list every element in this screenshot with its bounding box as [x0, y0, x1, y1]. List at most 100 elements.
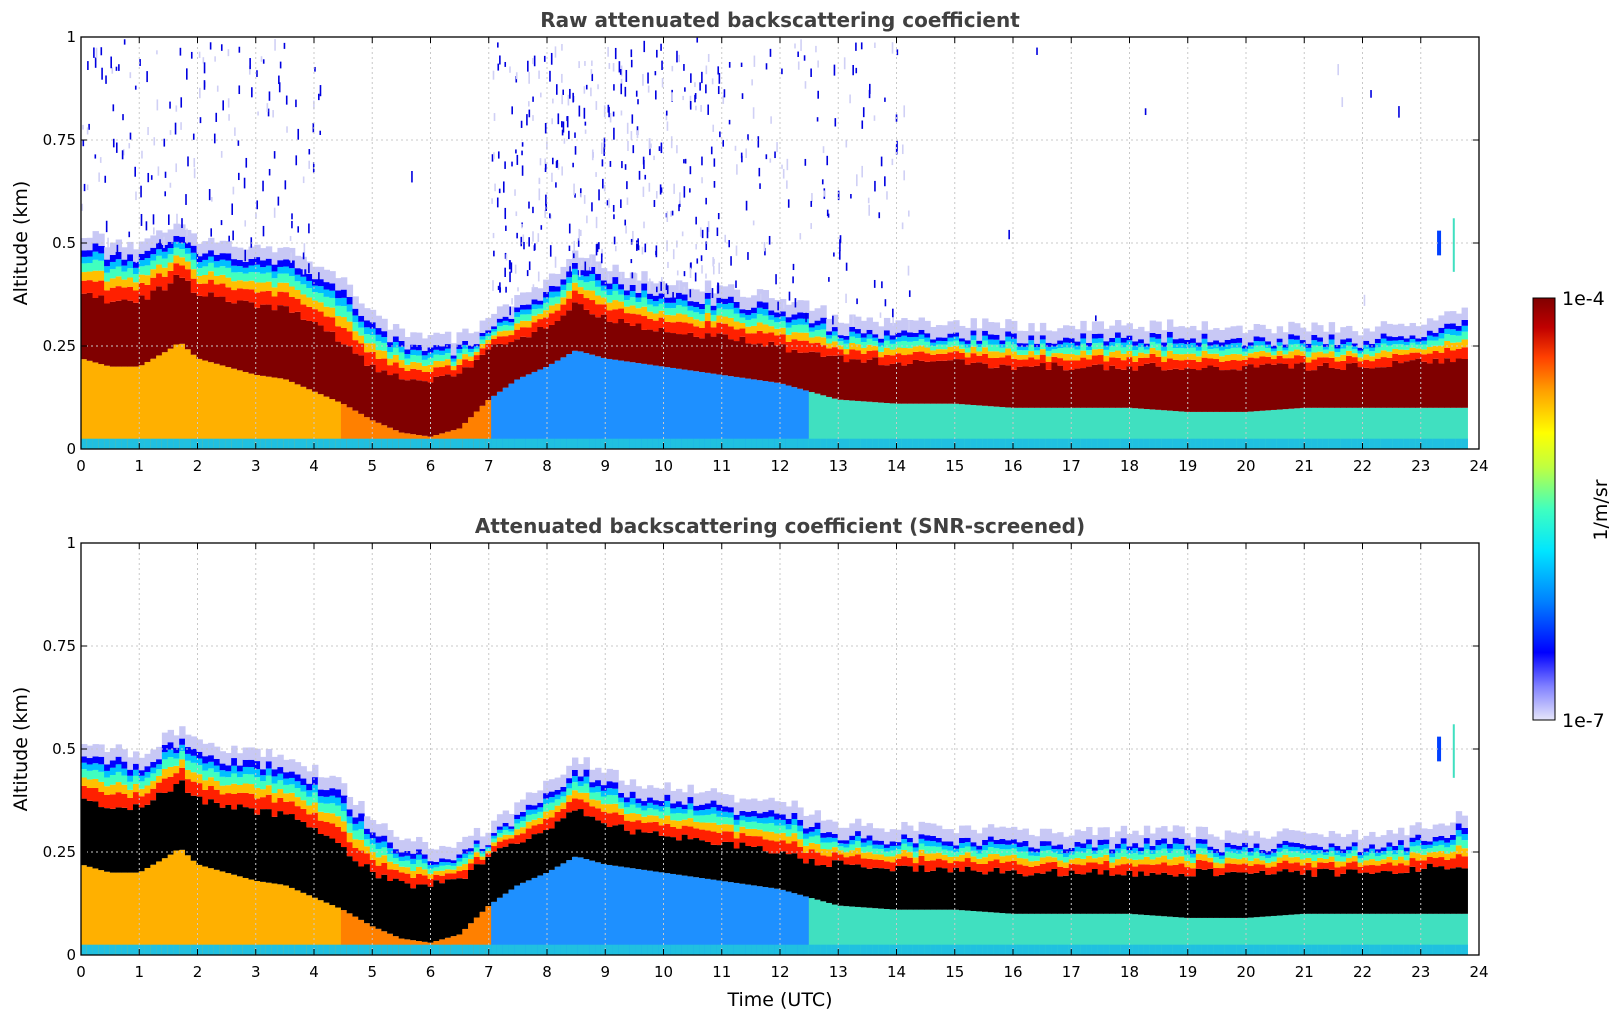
heatmap-cell — [861, 333, 867, 337]
noise-speck — [620, 84, 622, 95]
heatmap-cell — [497, 814, 503, 826]
heatmap-cell — [1231, 872, 1237, 918]
heatmap-cell — [491, 945, 497, 955]
heatmap-cell — [451, 362, 457, 366]
heatmap-cell — [156, 945, 162, 955]
heatmap-cell — [202, 260, 208, 266]
heatmap-cell — [1190, 854, 1196, 858]
heatmap-cell — [1225, 344, 1231, 349]
heatmap-cell — [110, 278, 116, 287]
heatmap-cell — [508, 844, 514, 890]
heatmap-cell — [1231, 339, 1237, 344]
heatmap-cell — [497, 326, 503, 331]
heatmap-cell — [676, 801, 682, 807]
noise-speck — [834, 65, 836, 76]
noise-speck — [736, 246, 738, 256]
heatmap-cell — [589, 314, 595, 354]
heatmap-cell — [566, 277, 572, 283]
heatmap-cell — [133, 792, 139, 804]
heatmap-cell — [301, 822, 307, 893]
heatmap-cell — [1271, 359, 1277, 365]
heatmap-cell — [1410, 348, 1416, 353]
heatmap-cell — [797, 839, 803, 847]
heatmap-cell — [249, 247, 255, 259]
heatmap-cell — [1340, 361, 1346, 370]
heatmap-cell — [462, 858, 468, 864]
heatmap-cell — [416, 855, 422, 860]
noise-speck — [805, 159, 807, 166]
heatmap-cell — [682, 805, 688, 810]
heatmap-cell — [1306, 849, 1312, 853]
heatmap-cell — [624, 945, 630, 955]
heatmap-cell — [994, 848, 1000, 854]
heatmap-cell — [514, 379, 520, 449]
heatmap-cell — [1086, 856, 1092, 863]
heatmap-cell — [751, 295, 757, 307]
noise-speck — [228, 49, 230, 56]
heatmap-cell — [751, 313, 757, 318]
heatmap-cell — [381, 875, 387, 932]
heatmap-cell — [884, 844, 890, 848]
heatmap-cell — [416, 874, 422, 885]
heatmap-cell — [532, 304, 538, 309]
heatmap-cell — [1103, 361, 1109, 370]
noise-speck — [1341, 97, 1343, 107]
heatmap-cell — [451, 866, 457, 870]
heatmap-cell — [711, 807, 717, 814]
heatmap-cell — [243, 281, 249, 289]
heatmap-cell — [953, 861, 959, 868]
heatmap-cell — [410, 439, 416, 449]
heatmap-cell — [1346, 342, 1352, 346]
heatmap-cell — [543, 793, 549, 799]
heatmap-cell — [329, 823, 335, 838]
heatmap-cell — [93, 763, 99, 770]
noise-speck — [613, 112, 615, 117]
heatmap-cell — [145, 786, 151, 794]
heatmap-cell — [711, 945, 717, 955]
heatmap-cell — [878, 828, 884, 840]
heatmap-cell — [751, 379, 757, 449]
heatmap-cell — [145, 868, 151, 955]
heatmap-cell — [1242, 864, 1248, 873]
heatmap-cell — [381, 319, 387, 331]
heatmap-cell — [295, 268, 301, 275]
heatmap-cell — [1069, 859, 1075, 864]
heatmap-cell — [543, 804, 549, 811]
heatmap-cell — [416, 356, 422, 363]
heatmap-cell — [699, 945, 705, 955]
heatmap-cell — [942, 345, 948, 350]
heatmap-cell — [1340, 327, 1346, 339]
heatmap-cell — [1069, 326, 1075, 338]
heatmap-cell — [237, 876, 243, 955]
heatmap-cell — [688, 876, 694, 955]
heatmap-cell — [699, 328, 705, 338]
heatmap-cell — [474, 360, 480, 412]
heatmap-cell — [202, 780, 208, 790]
heatmap-cell — [191, 246, 197, 253]
heatmap-cell — [272, 287, 278, 296]
heatmap-cell — [601, 773, 607, 785]
heatmap-cell — [191, 796, 197, 861]
heatmap-cell — [780, 825, 786, 832]
heatmap-cell — [1034, 873, 1040, 914]
heatmap-cell — [1242, 356, 1248, 360]
heatmap-cell — [352, 817, 358, 824]
heatmap-cell — [976, 328, 982, 340]
noise-speck — [601, 253, 603, 263]
heatmap-cell — [173, 224, 179, 236]
heatmap-cell — [745, 829, 751, 836]
heatmap-cell — [549, 364, 555, 449]
heatmap-cell — [1283, 855, 1289, 861]
heatmap-cell — [792, 853, 798, 893]
noise-speck — [135, 192, 137, 200]
heatmap-cell — [185, 945, 191, 955]
heatmap-cell — [647, 330, 653, 365]
heatmap-cell — [924, 321, 930, 333]
noise-speck — [584, 262, 586, 271]
heatmap-cell — [722, 309, 728, 316]
heatmap-cell — [740, 799, 746, 811]
noise-speck — [303, 268, 305, 275]
heatmap-cell — [133, 804, 139, 872]
heatmap-cell — [1069, 370, 1075, 408]
noise-speck — [777, 302, 779, 311]
